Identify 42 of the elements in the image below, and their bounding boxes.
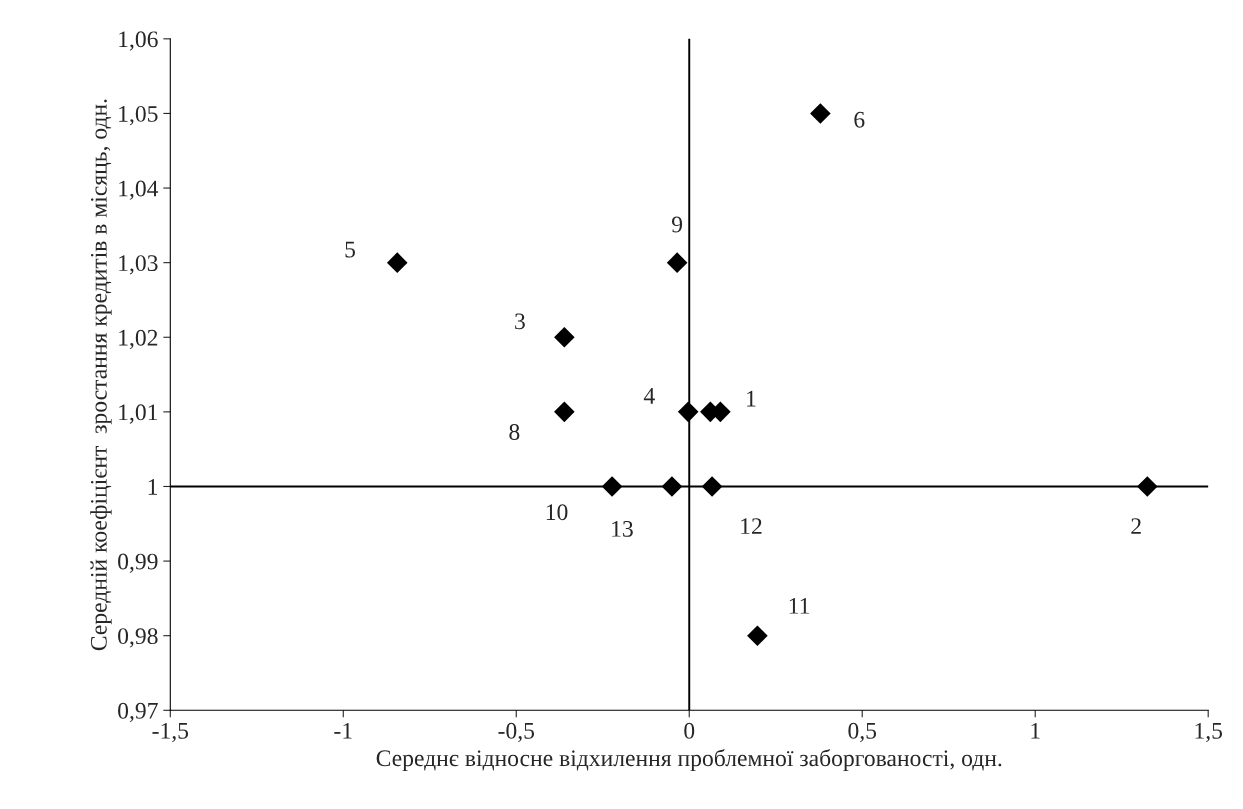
point — [1137, 476, 1158, 497]
annotation: 2 — [1131, 518, 1141, 534]
annotation: 11 — [789, 598, 810, 614]
point — [554, 401, 575, 423]
annotation: 6 — [854, 111, 865, 128]
y-tick-label: 0,98 — [118, 628, 158, 648]
x-tick-label: 1 — [1031, 722, 1040, 739]
annotation: 3 — [515, 313, 525, 330]
annotation: 5 — [345, 241, 355, 258]
x-tick-label: -1,5 — [152, 722, 189, 743]
y-tick-label: 1 — [148, 479, 158, 495]
point — [677, 401, 699, 423]
annotation: 12 — [741, 518, 762, 534]
y-tick-label: 1,02 — [119, 329, 158, 350]
x-axis-title: Середнє відносне відхилення проблемної заборгованості, одн. — [376, 749, 1002, 771]
y-tick-label: 1,05 — [119, 105, 158, 126]
point — [810, 103, 831, 124]
x-tick-label: 0 — [684, 722, 695, 739]
annotation: 8 — [509, 424, 520, 440]
y-tick-label: 0,99 — [118, 553, 158, 573]
point — [386, 252, 408, 273]
x-tick-label: 1,5 — [1195, 722, 1223, 743]
point — [661, 476, 683, 497]
point — [747, 625, 768, 646]
y-tick-label: 1,06 — [119, 31, 158, 51]
y-tick-label: 1,01 — [119, 404, 158, 424]
point — [554, 326, 575, 348]
point — [601, 476, 623, 497]
y-tick-label: 0,97 — [118, 702, 158, 723]
annotation: 13 — [612, 520, 633, 537]
point — [666, 252, 688, 273]
point — [701, 476, 723, 497]
x-tick-label: 0,5 — [848, 722, 877, 743]
y-tick-label: 1,03 — [119, 255, 158, 275]
annotation: 4 — [643, 388, 655, 404]
y-axis-title: Середній коефіцієнт зростання кредитів в місяць, одн. — [90, 99, 112, 651]
x-tick-label: -1 — [334, 722, 352, 739]
annotation: 10 — [546, 504, 568, 521]
annotation: 9 — [671, 216, 683, 233]
x-tick-label: -0,5 — [498, 722, 535, 743]
y-tick-label: 1,04 — [119, 180, 159, 200]
annotation: 1 — [747, 390, 756, 407]
